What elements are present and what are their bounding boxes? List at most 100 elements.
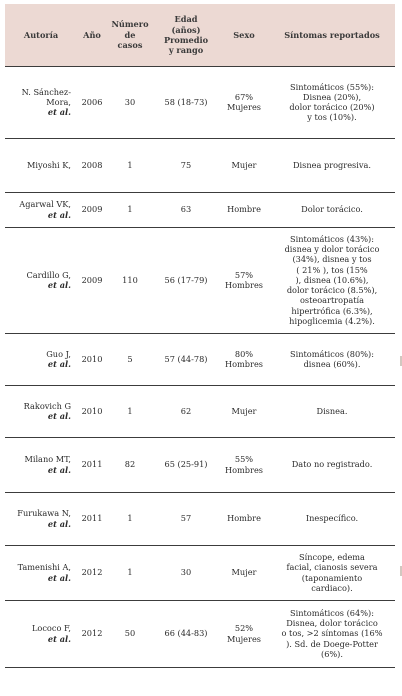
symptom-line: hipertrófica (6.3%), <box>291 305 373 316</box>
symptom-line: disnea y dolor torácico <box>284 244 380 255</box>
symptoms-cell: Disnea progresiva. <box>269 137 395 192</box>
cases-cell: 1 <box>107 384 153 437</box>
author-etal: et al. <box>47 411 71 421</box>
year-cell: 2012 <box>77 544 107 600</box>
symptom-line: (34%), disnea y tos <box>292 254 372 265</box>
year-cell: 2009 <box>77 191 107 227</box>
author-cell: Milano MT, et al. <box>5 436 77 492</box>
author-name: Milano MT, <box>24 454 71 465</box>
year-cell: 2011 <box>77 436 107 492</box>
symptom-line: o tos, >2 síntomas (16% <box>281 628 383 639</box>
author-cell: Furukawa N, et al. <box>5 491 77 545</box>
sex-text: Hombres <box>224 359 264 369</box>
symptoms-cell: Disnea. <box>269 384 395 437</box>
symptom-line: (6%). <box>321 648 343 659</box>
sex-text: Mujeres <box>226 102 261 112</box>
age-cell: 30 <box>153 544 219 600</box>
sex-text: Mujer <box>231 567 257 578</box>
sex-text: Hombres <box>224 280 264 290</box>
sex-cell: 67% Mujeres <box>219 65 269 138</box>
cases-cell: 30 <box>107 65 153 138</box>
header-row: Autoría Año Número de casos Edad (años) … <box>5 4 395 66</box>
author-cell: Guo J, et al. <box>5 332 77 385</box>
age-cell: 58 (18-73) <box>153 65 219 138</box>
symptom-line: Inespecífico. <box>305 513 359 524</box>
table-row: Miyoshi K, 2008 1 75 Mujer Disnea progresiva. <box>5 137 395 192</box>
author-etal: et al. <box>47 107 71 118</box>
symptom-line: Sintomáticos (80%): <box>290 348 374 359</box>
author-name: N. Sánchez- <box>21 86 71 97</box>
author-name: Miyoshi K, <box>27 159 71 170</box>
cases-cell: 50 <box>107 599 153 668</box>
author-cell: Lococo F, et al. <box>5 599 77 668</box>
author-etal: et al. <box>47 464 71 475</box>
cases-cell: 1 <box>107 137 153 192</box>
sex-text: Hombres <box>224 464 264 475</box>
age-cell: 75 <box>153 137 219 192</box>
author-etal: et al. <box>47 518 71 529</box>
table-row: N. Sánchez- Mora, et al. 2006 30 58 (18-73) 67… <box>5 65 395 138</box>
symptom-line: ). Sd. de Doege-Potter <box>286 638 378 649</box>
sex-cell: Mujer <box>219 544 269 600</box>
header-edad: Edad (años) Promedio y rango <box>163 14 209 55</box>
sex-text: 52% <box>234 623 254 634</box>
symptom-line: cardiaco). <box>311 582 353 593</box>
year-cell: 2008 <box>77 137 107 192</box>
year-cell: 2011 <box>77 491 107 545</box>
sex-cell: Mujer <box>219 137 269 192</box>
sex-cell: 55% Hombres <box>219 436 269 492</box>
year-cell: 2006 <box>77 65 107 138</box>
author-etal: et al. <box>47 359 71 369</box>
author-etal: et al. <box>47 572 71 583</box>
symptoms-cell: Síncope, edema facial, cianosis severa (ta… <box>269 544 395 600</box>
symptom-line: Sintomáticos (55%): <box>290 81 374 92</box>
table-row: Furukawa N, et al. 2011 1 57 Hombre Inespecífi… <box>5 491 395 545</box>
author-etal: et al. <box>47 209 71 220</box>
symptom-line: Disnea progresiva. <box>292 159 371 170</box>
header-sexo: Sexo <box>233 29 255 40</box>
author-etal: et al. <box>47 633 71 644</box>
sex-cell: Mujer <box>219 384 269 437</box>
symptom-line: Sintomáticos (43%): <box>290 234 374 245</box>
symptoms-cell: Sintomáticos (55%): Disnea (20%), dolor to… <box>269 65 395 138</box>
author-name: Mora, <box>46 96 71 107</box>
year-cell: 2010 <box>77 384 107 437</box>
symptom-line: Síncope, edema <box>299 552 365 563</box>
author-cell: Tamenishi A, et al. <box>5 544 77 600</box>
age-cell: 56 (17-79) <box>153 226 219 333</box>
header-anio: Año <box>83 29 101 40</box>
symptom-line: y tos (10%). <box>307 112 357 123</box>
age-cell: 57 <box>153 491 219 545</box>
symptoms-cell: Dato no registrado. <box>269 436 395 492</box>
year-cell: 2010 <box>77 332 107 385</box>
edge-marker <box>400 566 402 576</box>
symptom-line: Disnea (20%), <box>302 91 362 102</box>
table-row: Lococo F, et al. 2012 50 66 (44-83) 52% Mujere… <box>5 599 395 668</box>
age-cell: 57 (44-78) <box>153 332 219 385</box>
sex-text: 55% <box>234 454 254 465</box>
author-name: Rakovich G <box>23 400 71 411</box>
cases-cell: 5 <box>107 332 153 385</box>
sex-text: 57% <box>234 269 254 280</box>
author-name: Lococo F, <box>31 623 71 634</box>
symptom-line: (taponamiento <box>301 572 363 583</box>
cases-cell: 1 <box>107 191 153 227</box>
symptom-line: osteoartropatía <box>299 295 365 306</box>
author-etal: et al. <box>47 280 71 290</box>
cases-cell: 1 <box>107 491 153 545</box>
author-name: Cardillo G, <box>26 269 71 280</box>
author-name: Furukawa N, <box>17 508 71 519</box>
symptoms-cell: Sintomáticos (80%): disnea (60%). <box>269 332 395 385</box>
sex-text: Hombre <box>227 204 261 215</box>
year-cell: 2009 <box>77 226 107 333</box>
symptom-line: Dolor torácico. <box>301 204 363 215</box>
sex-cell: 80% Hombres <box>219 332 269 385</box>
author-cell: Miyoshi K, <box>5 137 77 192</box>
symptom-line: ), disnea (10.6%), <box>295 274 369 285</box>
symptom-line: ( 21% ), tos (15% <box>296 264 368 275</box>
symptoms-cell: Dolor torácico. <box>269 191 395 227</box>
table-row: Guo J, et al. 2010 5 57 (44-78) 80% Hombres Sin… <box>5 332 395 385</box>
symptom-line: Dato no registrado. <box>291 459 373 470</box>
